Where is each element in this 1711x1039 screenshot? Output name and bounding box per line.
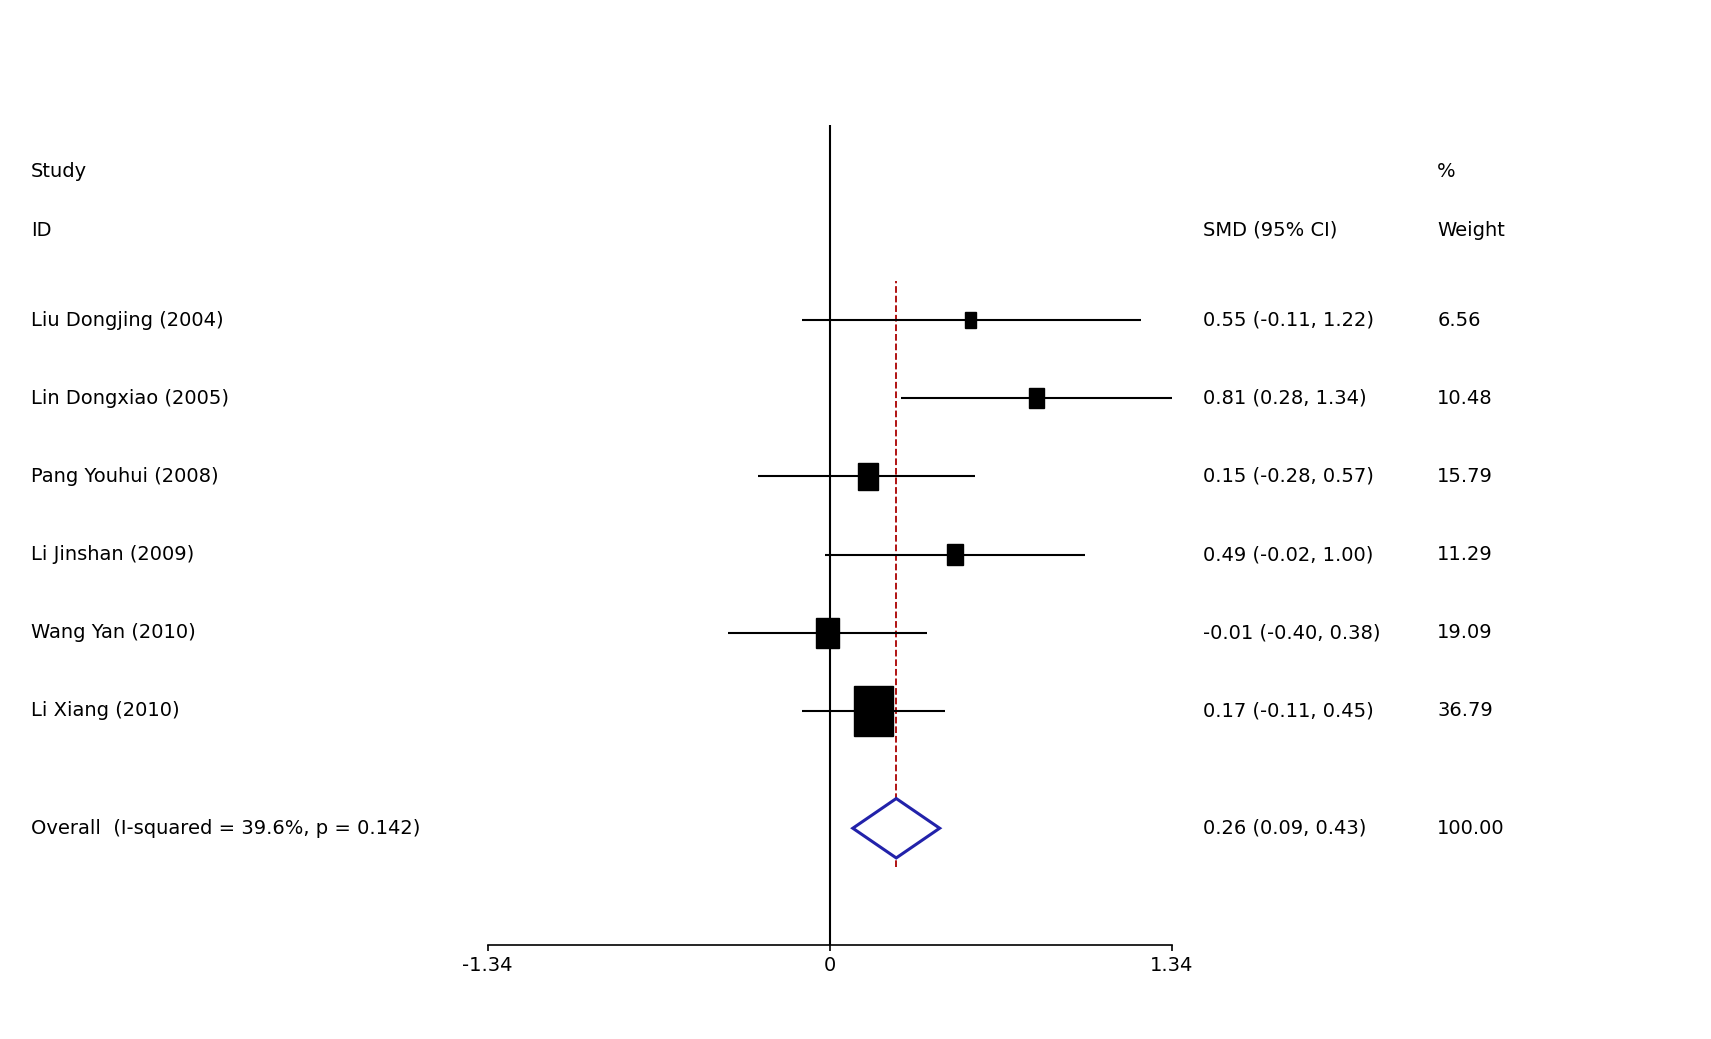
Text: 11.29: 11.29 [1437,545,1494,564]
Text: Li Jinshan (2009): Li Jinshan (2009) [31,545,193,564]
Text: Lin Dongxiao (2005): Lin Dongxiao (2005) [31,389,229,407]
Text: 0.55 (-0.11, 1.22): 0.55 (-0.11, 1.22) [1203,311,1374,329]
Text: 100.00: 100.00 [1437,819,1506,837]
Text: 6.56: 6.56 [1437,311,1480,329]
Bar [948,544,963,565]
Text: %: % [1437,162,1456,181]
Text: Overall  (I-squared = 39.6%, p = 0.142): Overall (I-squared = 39.6%, p = 0.142) [31,819,421,837]
Text: 0.49 (-0.02, 1.00): 0.49 (-0.02, 1.00) [1203,545,1374,564]
Text: 15.79: 15.79 [1437,467,1494,486]
Text: ID: ID [31,220,51,240]
Text: Weight: Weight [1437,220,1506,240]
Bar [816,618,838,647]
Text: 0.81 (0.28, 1.34): 0.81 (0.28, 1.34) [1203,389,1367,407]
Polygon shape [852,799,939,858]
Bar [854,686,893,736]
Bar [965,313,975,328]
Text: 0.15 (-0.28, 0.57): 0.15 (-0.28, 0.57) [1203,467,1374,486]
Text: -0.01 (-0.40, 0.38): -0.01 (-0.40, 0.38) [1203,623,1381,642]
Text: 19.09: 19.09 [1437,623,1494,642]
Bar [1030,389,1044,408]
Text: Wang Yan (2010): Wang Yan (2010) [31,623,195,642]
Bar [859,463,878,489]
Text: 10.48: 10.48 [1437,389,1494,407]
Text: SMD (95% CI): SMD (95% CI) [1203,220,1338,240]
Text: Study: Study [31,162,87,181]
Text: 36.79: 36.79 [1437,701,1494,720]
Text: 0.26 (0.09, 0.43): 0.26 (0.09, 0.43) [1203,819,1365,837]
Text: Liu Dongjing (2004): Liu Dongjing (2004) [31,311,224,329]
Text: 0.17 (-0.11, 0.45): 0.17 (-0.11, 0.45) [1203,701,1374,720]
Text: Li Xiang (2010): Li Xiang (2010) [31,701,180,720]
Text: Pang Youhui (2008): Pang Youhui (2008) [31,467,219,486]
